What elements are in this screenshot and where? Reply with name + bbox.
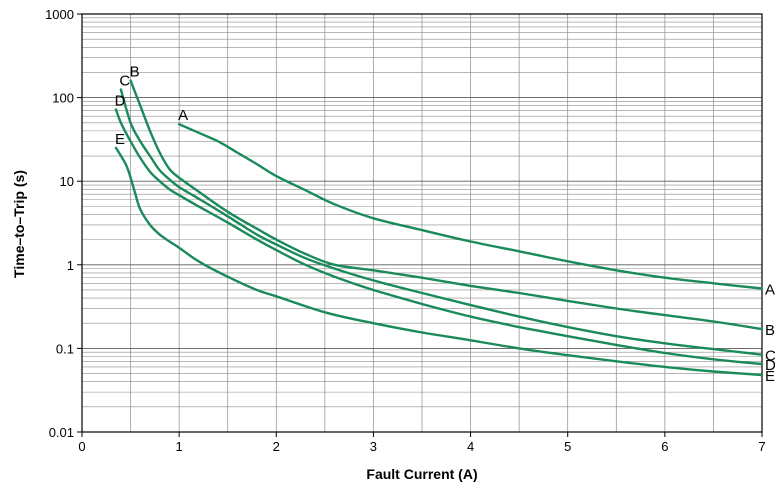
series-a-line — [177, 123, 764, 290]
y-tick-label: 10 — [60, 174, 74, 189]
x-tick-label: 7 — [758, 439, 765, 454]
plot-frame — [81, 13, 763, 433]
x-tick-label: 4 — [467, 439, 474, 454]
y-tick-label: 100 — [52, 91, 74, 106]
y-tick-label: 1 — [67, 258, 74, 273]
series-e-line — [114, 146, 764, 377]
series-d-line — [114, 108, 764, 366]
series-b-line — [129, 79, 764, 331]
y-axis-title: Time–to–Trip (s) — [11, 170, 27, 278]
series-c-end-label: C — [765, 348, 775, 365]
y-tick-label: 1000 — [45, 7, 74, 22]
series-c-line — [119, 88, 764, 356]
x-tick-label: 0 — [78, 439, 85, 454]
grid-layer — [81, 13, 763, 433]
y-tick-label: 0.01 — [49, 425, 74, 440]
series-c-start-label: C — [119, 72, 130, 89]
series-layer — [114, 79, 764, 377]
x-tick-label: 6 — [661, 439, 668, 454]
series-a-start-label: A — [178, 107, 188, 124]
series-a-end-label: A — [765, 282, 775, 299]
x-tick-label: 2 — [273, 439, 280, 454]
x-axis-title: Fault Current (A) — [366, 466, 477, 482]
series-e-start-label: E — [115, 131, 125, 148]
axis-layer: 0 1 2 3 4 5 6 7 0.01 0.1 1 10 100 1000 — [45, 7, 766, 454]
x-tick-label: 5 — [564, 439, 571, 454]
series-b-start-label: B — [130, 64, 140, 81]
series-b-end-label: B — [765, 322, 775, 339]
series-d-end-label: D — [765, 357, 775, 374]
y-tick-label: 0.1 — [56, 341, 74, 356]
series-d-start-label: D — [115, 93, 126, 110]
series-e-end-label: E — [765, 368, 775, 385]
x-tick-label: 1 — [176, 439, 183, 454]
x-tick-label: 3 — [370, 439, 377, 454]
